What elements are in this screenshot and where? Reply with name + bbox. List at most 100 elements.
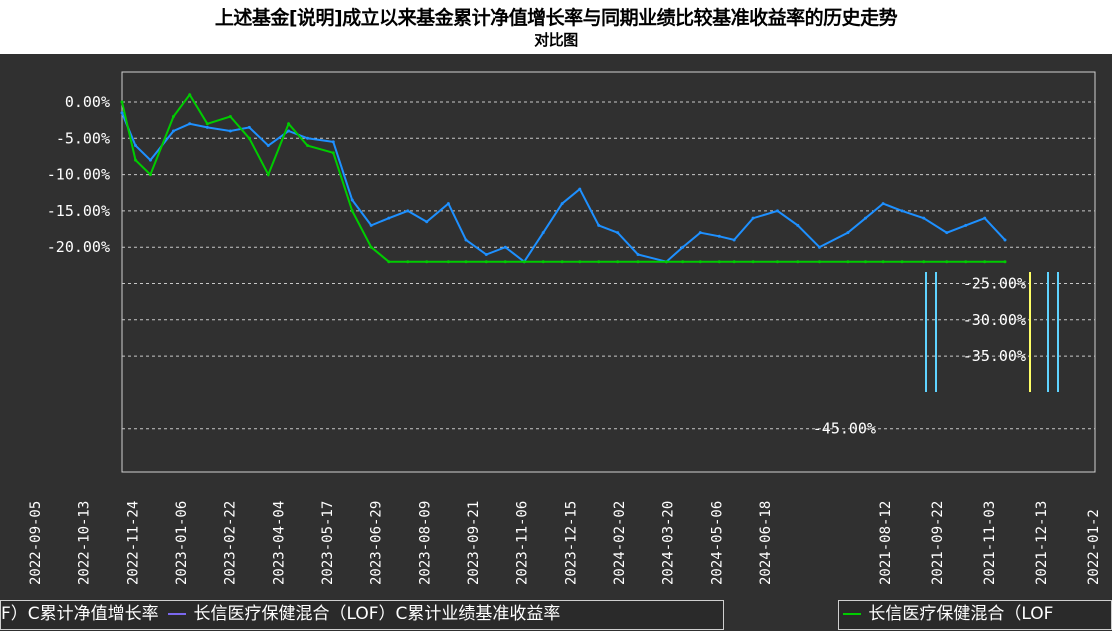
data-point [664, 260, 668, 264]
data-point [287, 129, 291, 133]
data-point [964, 260, 968, 264]
data-point [751, 216, 755, 220]
series-line-nav [121, 112, 1006, 264]
data-point [817, 245, 821, 249]
data-point [306, 144, 310, 148]
data-point [775, 209, 779, 213]
x-tick-label: 2024-06-18 [758, 501, 774, 585]
data-point [306, 136, 310, 140]
data-point [205, 122, 209, 126]
data-point [881, 260, 885, 264]
data-point [464, 238, 468, 242]
data-point [425, 260, 429, 264]
legend-swatch-fund [843, 613, 861, 615]
legend-right: 长信医疗保健混合（LOF [838, 600, 1112, 630]
data-point [247, 136, 251, 140]
data-point [681, 245, 685, 249]
data-point [597, 223, 601, 227]
data-point [1003, 238, 1007, 242]
data-point [205, 125, 209, 129]
data-point [864, 260, 868, 264]
data-point [387, 216, 391, 220]
data-point [616, 260, 620, 264]
data-point [120, 100, 124, 104]
data-point [134, 144, 138, 148]
y-tick-label: 0.00% [65, 93, 110, 111]
x-tick-label: 2023-02-22 [223, 501, 239, 585]
y-tick-label: -30.00% [963, 311, 1026, 329]
x-tick-label: 2023-04-04 [271, 501, 287, 585]
data-point [983, 260, 987, 264]
data-point [578, 260, 582, 264]
data-point [188, 93, 192, 97]
data-point [228, 129, 232, 133]
data-point [900, 260, 904, 264]
chart-title-area: 上述基金[说明]成立以来基金累计净值增长率与同期业绩比较基准收益率的历史走势 对… [0, 0, 1112, 54]
data-point [331, 151, 335, 155]
y-tick-label: -25.00% [963, 275, 1026, 293]
data-point [266, 144, 270, 148]
x-tick-label: 2024-05-06 [709, 501, 725, 585]
data-point [331, 140, 335, 144]
series-line-benchmark [121, 92, 1005, 263]
chart-title: 上述基金[说明]成立以来基金累计净值增长率与同期业绩比较基准收益率的历史走势 [214, 7, 898, 29]
data-point [120, 111, 124, 115]
data-point [817, 260, 821, 264]
data-point [616, 231, 620, 235]
data-point [846, 231, 850, 235]
data-point [732, 260, 736, 264]
x-tick-label: 2021-11-03 [982, 501, 998, 585]
data-point [387, 260, 391, 264]
x-tick-label: 2023-09-21 [466, 501, 482, 585]
data-point [698, 260, 702, 264]
data-point [171, 129, 175, 133]
legend-left: F）C累计净值增长率 长信医疗保健混合（LOF）C累计业绩基准收益率 [0, 600, 724, 630]
x-tick-label: 2024-03-20 [661, 501, 677, 585]
data-point [732, 238, 736, 242]
data-point [188, 122, 192, 126]
legend-entry-1-label: F）C累计净值增长率 [1, 604, 159, 624]
data-point [287, 122, 291, 126]
data-point [945, 231, 949, 235]
data-point [171, 115, 175, 119]
data-point [964, 223, 968, 227]
data-point [751, 260, 755, 264]
plot-frame [121, 71, 1096, 473]
data-point [350, 198, 354, 202]
x-tick-label: 2023-05-17 [320, 501, 336, 585]
y-tick-label: -35.00% [963, 347, 1026, 365]
x-tick-label: 2024-02-02 [612, 501, 628, 585]
data-point [846, 260, 850, 264]
data-point [775, 260, 779, 264]
data-point [503, 260, 507, 264]
data-point [1003, 260, 1007, 264]
data-point [484, 260, 488, 264]
data-point [134, 158, 138, 162]
data-point [228, 115, 232, 119]
data-point [541, 231, 545, 235]
data-point [406, 209, 410, 213]
data-point [597, 260, 601, 264]
x-tick-label: 2023-08-09 [417, 501, 433, 585]
data-point [945, 260, 949, 264]
data-point [900, 209, 904, 213]
legend-entry-3-label: 长信医疗保健混合（LOF [868, 604, 1054, 624]
data-point [681, 260, 685, 264]
data-point [560, 202, 564, 206]
x-tick-label: 2021-12-13 [1034, 501, 1050, 585]
y-tick-label: -5.00% [56, 129, 110, 147]
data-point [148, 158, 152, 162]
x-tick-label: 2021-09-22 [930, 501, 946, 585]
data-point [922, 216, 926, 220]
data-point [698, 231, 702, 235]
data-point [541, 260, 545, 264]
x-tick-label: 2023-06-29 [369, 501, 385, 585]
data-point [446, 260, 450, 264]
data-point [578, 187, 582, 191]
data-point [922, 260, 926, 264]
data-point [636, 260, 640, 264]
data-point [983, 216, 987, 220]
legend-entry-2-label: 长信医疗保健混合（LOF）C累计业绩基准收益率 [193, 604, 561, 624]
data-point [522, 260, 526, 264]
